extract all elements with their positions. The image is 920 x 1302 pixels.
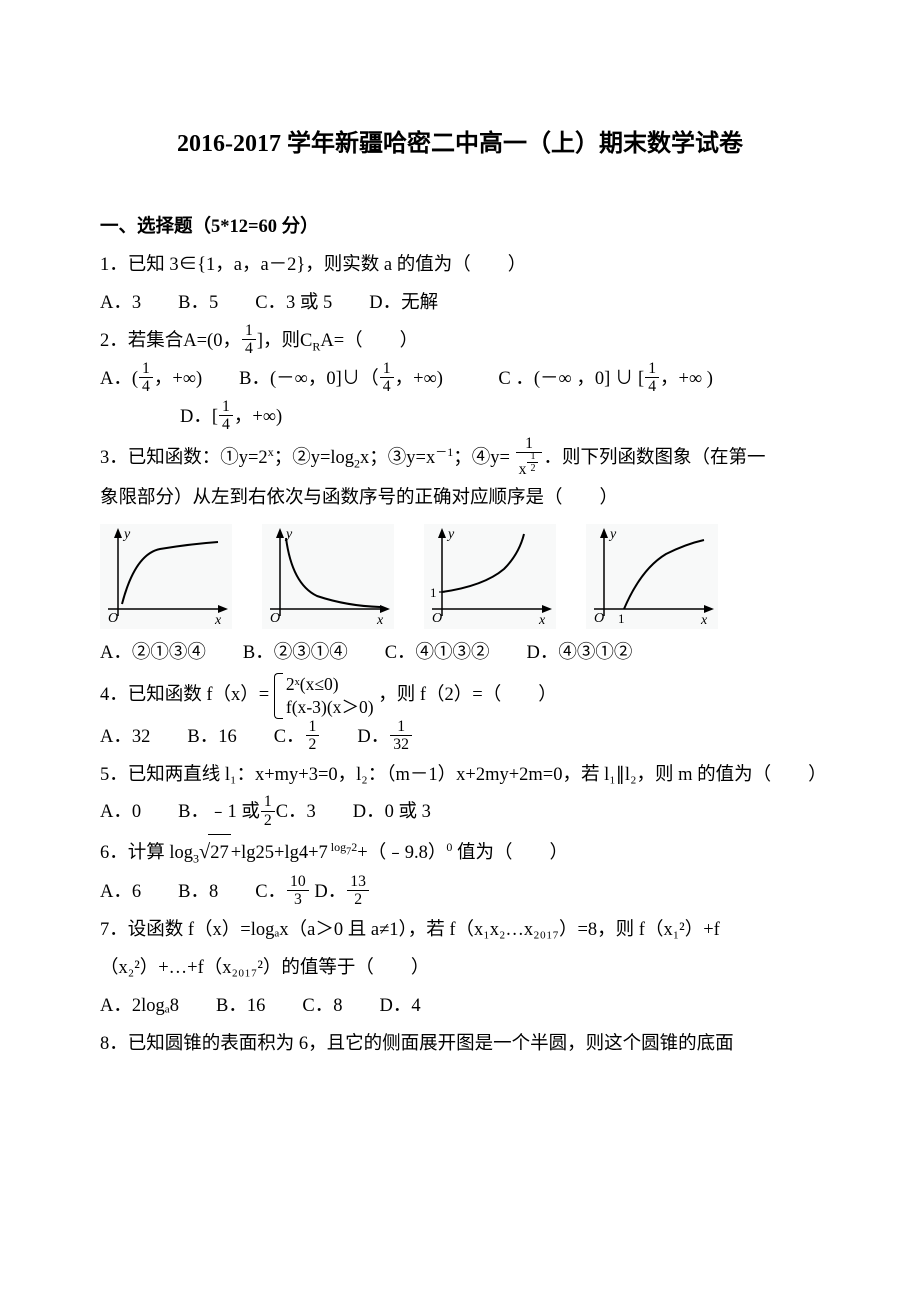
svg-text:x: x (214, 613, 222, 628)
q3-options: A．②①③④ B．②③①④ C．④①③② D．④③①② (100, 635, 820, 673)
frac-1-4: 14 (242, 322, 256, 358)
q5-stem: 5．已知两直线 l₁：x+my+3=0，l₂：（m－1）x+2my+2m=0，若… (100, 757, 820, 795)
svg-text:y: y (122, 527, 131, 542)
q7-stem-line2: （x₂²）+…+f（x₂₀₁₇²）的值等于（ ） (100, 950, 820, 988)
q3-stem-line2: 象限部分）从左到右依次与函数序号的正确对应顺序是（ ） (100, 480, 820, 518)
page-title: 2016-2017 学年新疆哈密二中高一（上）期末数学试卷 (100, 120, 820, 169)
q1-options: A．3 B．5 C．3 或 5 D．无解 (100, 285, 820, 323)
svg-text:1: 1 (430, 585, 437, 600)
piecewise: 2ˣ(x≤0) f(x-3)(x＞0) (274, 673, 374, 719)
svg-text:x: x (538, 613, 546, 628)
svg-text:y: y (446, 527, 455, 542)
q3-stem-line1: 3．已知函数：①y=2x；②y=log2x；③y=x－1；④y= 1x12．则下… (100, 437, 820, 480)
q5-options: A．0 B．﹣1 或12C．3 D．0 或 3 (100, 794, 820, 832)
q8-stem: 8．已知圆锥的表面积为 6，且它的侧面展开图是一个半圆，则这个圆锥的底面 (100, 1026, 820, 1064)
svg-text:1: 1 (618, 611, 625, 626)
q2-options-line1: A．(14，+∞) B．(－∞，0]∪（14，+∞) C ．(－∞ ，0] ∪ … (100, 361, 820, 399)
svg-text:y: y (284, 527, 293, 542)
svg-text:O: O (270, 611, 280, 626)
graph-4: 1 O x y (586, 524, 718, 629)
svg-text:O: O (432, 611, 442, 626)
q2-stem: 2．若集合A=(0，14]，则CRA=（ ） (100, 323, 820, 361)
section-heading: 一、选择题（5*12=60 分） (100, 209, 820, 247)
q1-stem: 1．已知 3∈{1，a，a－2}，则实数 a 的值为（ ） (100, 247, 820, 285)
q4-options: A．32 B．16 C．12 D．132 (100, 719, 820, 757)
q7-options: A．2logₐ8 B．16 C．8 D．4 (100, 988, 820, 1026)
svg-text:y: y (608, 527, 617, 542)
q2-options-line2: D．[14，+∞) (100, 399, 820, 437)
q3-graphs: O x y O x y 1 O x y (100, 524, 820, 629)
q6-options: A．6 B．8 C．103 D．132 (100, 874, 820, 912)
svg-text:x: x (376, 613, 384, 628)
graph-3: 1 O x y (424, 524, 556, 629)
svg-text:x: x (700, 613, 708, 628)
q4-stem: 4．已知函数 f（x）= 2ˣ(x≤0) f(x-3)(x＞0) ，则 f（2）… (100, 673, 820, 719)
svg-text:O: O (108, 611, 118, 626)
graph-2: O x y (262, 524, 394, 629)
frac-1-over-x-half: 1x12 (516, 435, 543, 478)
q6-stem: 6．计算 log3√27+lg25+lg4+7 log72+（﹣9.8）0 值为… (100, 832, 820, 874)
graph-1: O x y (100, 524, 232, 629)
svg-text:O: O (594, 611, 604, 626)
q7-stem-line1: 7．设函数 f（x）=logₐx（a＞0 且 a≠1），若 f（x₁x₂…x₂₀… (100, 912, 820, 950)
